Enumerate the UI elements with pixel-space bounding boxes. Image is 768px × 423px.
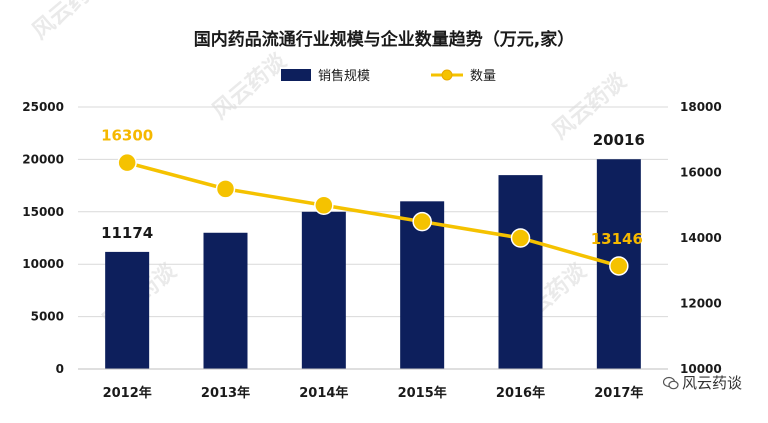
legend-marker-line — [441, 69, 453, 81]
x-tick-label: 2016年 — [496, 385, 545, 401]
x-tick-label: 2017年 — [594, 385, 643, 401]
y-left-tick-label: 25000 — [22, 100, 64, 114]
watermark: 风云药谈 — [28, 0, 112, 45]
line-point — [609, 256, 629, 276]
bar-data-label: 11174 — [101, 224, 153, 242]
legend-swatch-bar — [281, 69, 311, 81]
y-right-tick-label: 12000 — [680, 297, 722, 311]
y-right-tick-label: 10000 — [680, 362, 722, 376]
line-series — [117, 152, 629, 276]
line-path — [126, 160, 620, 268]
line-point — [117, 152, 137, 173]
x-tick-label: 2012年 — [103, 385, 152, 401]
brand-text: 风云药谈 — [681, 374, 742, 392]
bar — [203, 232, 248, 369]
chart-title: 国内药品流通行业规模与企业数量趋势（万元,家） — [194, 29, 574, 50]
data-labels: 11174 20016 16300 13146 — [101, 127, 645, 248]
axes: 0 5000 10000 15000 20000 25000 10000 12000 14000… — [22, 100, 722, 401]
line-point — [215, 179, 236, 199]
bar — [498, 175, 543, 369]
y-right-tick-label: 18000 — [680, 100, 722, 114]
watermark-text: 风云药谈 — [208, 48, 292, 124]
gridlines — [78, 106, 668, 370]
wechat-icon — [662, 376, 679, 390]
x-tick-label: 2013年 — [201, 385, 250, 401]
bar-data-label: 20016 — [593, 131, 645, 149]
legend-label-line: 数量 — [470, 69, 496, 84]
bar — [301, 211, 346, 369]
legend-label-bar: 销售规模 — [318, 68, 370, 84]
y-left-tick-label: 0 — [56, 362, 64, 376]
y-left-tick-label: 5000 — [31, 310, 64, 324]
line-data-label: 16300 — [101, 127, 153, 145]
line-point — [314, 195, 334, 215]
y-right-tick-label: 16000 — [680, 166, 722, 180]
x-tick-label: 2014年 — [299, 385, 348, 401]
y-right-tick-label: 14000 — [680, 231, 722, 245]
bar-series — [105, 159, 641, 369]
legend: 销售规模 数量 — [281, 68, 496, 84]
x-tick-label: 2015年 — [398, 385, 447, 401]
y-left-tick-label: 20000 — [22, 152, 64, 166]
line-point — [412, 211, 432, 232]
watermark-text: 风云药谈 — [28, 0, 112, 45]
y-left-tick-label: 15000 — [22, 205, 64, 219]
line-data-label: 13146 — [591, 230, 643, 248]
brand-tag: 风云药谈 — [662, 372, 742, 393]
line-point — [510, 228, 531, 248]
bar — [105, 251, 150, 369]
y-left-tick-label: 10000 — [22, 257, 64, 271]
watermark: 风云药谈 — [208, 48, 292, 124]
